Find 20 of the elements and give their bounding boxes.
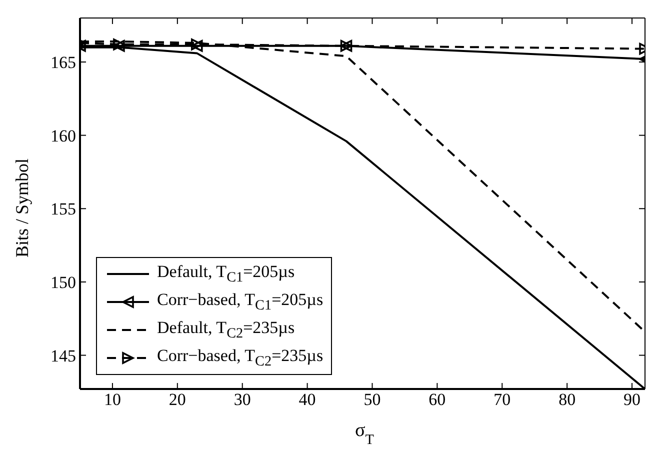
x-tick-label: 10 — [104, 390, 121, 410]
y-axis-title: Bits / Symbol — [12, 158, 32, 258]
y-tick-label: 150 — [50, 272, 76, 292]
x-axis-title: σ$_{T}$ — [355, 420, 374, 448]
y-tick-label: 165 — [50, 53, 76, 72]
y-tick-label: 145 — [50, 346, 76, 366]
x-tick-label: 70 — [494, 390, 511, 410]
y-tick-label: 160 — [50, 126, 76, 146]
x-tick-label: 50 — [364, 390, 381, 410]
x-tick-label: 80 — [558, 390, 576, 410]
legend-label: Corr−based, T$_{C1}$=205µs — [157, 290, 324, 314]
x-tick-label: 60 — [428, 390, 446, 410]
x-tick-label: 40 — [298, 390, 316, 410]
legend-label: Default, T$_{C2}$=235µs — [157, 318, 295, 342]
x-tick-label: 90 — [624, 390, 641, 410]
legend-label: Corr−based, T$_{C2}$=235µs — [157, 346, 324, 370]
x-tick-label: 20 — [168, 390, 186, 410]
legend-label: Default, T$_{C1}$=205µs — [157, 262, 295, 286]
x-tick-label: 30 — [234, 390, 251, 410]
y-tick-label: 155 — [50, 200, 76, 219]
